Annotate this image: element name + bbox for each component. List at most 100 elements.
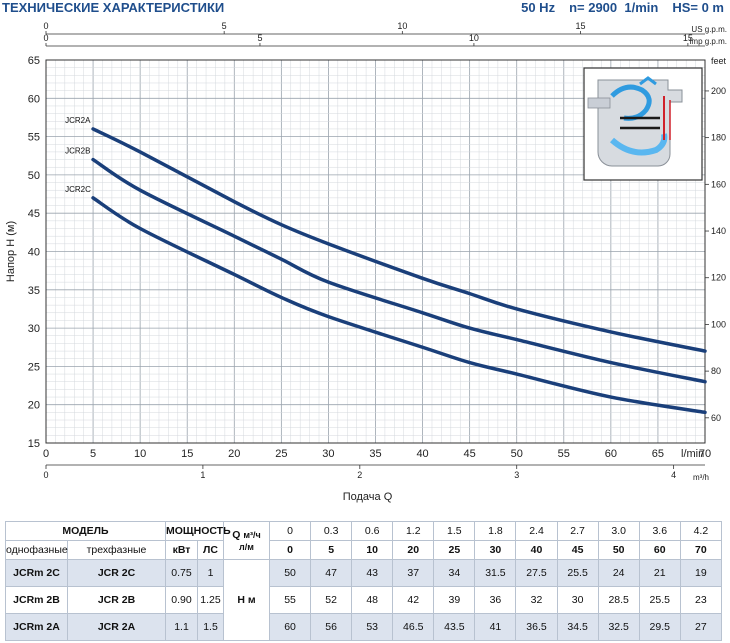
top-tick-label: 15 xyxy=(575,21,585,31)
hp-cell: 1 xyxy=(197,559,224,587)
q-lmin-cell: 5 xyxy=(310,540,353,560)
head-cell: 23 xyxy=(679,586,723,614)
hp-header: ЛС xyxy=(197,540,224,560)
y-axis-title: Напор H (м) xyxy=(5,221,17,282)
y-tick-label: 45 xyxy=(28,208,40,220)
head-cell: 30 xyxy=(556,586,599,614)
y-tick-label: 40 xyxy=(28,247,40,259)
head-cell: 29.5 xyxy=(638,613,681,641)
x-tick-label: 55 xyxy=(558,448,570,460)
head-cell: 43 xyxy=(351,559,394,587)
head-cell: 31.5 xyxy=(474,559,517,587)
head-cell: 27 xyxy=(679,613,723,641)
top-tick-label: 5 xyxy=(222,21,227,31)
head-cell: 32.5 xyxy=(597,613,640,641)
q-lmin-cell: 60 xyxy=(638,540,681,560)
q-header: Q м³/ч л/м xyxy=(223,521,270,560)
q-lmin-cell: 30 xyxy=(474,540,517,560)
q-unit-m3h: м³/ч xyxy=(243,529,261,540)
y-tick-label: 60 xyxy=(28,93,40,105)
head-cell: 21 xyxy=(638,559,681,587)
m3h-tick-label: 3 xyxy=(514,470,519,480)
head-cell: 34.5 xyxy=(556,613,599,641)
head-cell: 37 xyxy=(392,559,435,587)
feet-tick-label: 60 xyxy=(711,413,721,423)
power-header: МОЩНОСТЬ xyxy=(165,521,231,541)
model-three-cell: JCR 2A xyxy=(67,613,166,641)
head-cell: 53 xyxy=(351,613,394,641)
q-m3h-cell: 0.6 xyxy=(351,521,394,541)
table-row: JCRm 2A JCR 2A 1.1 1.5 60 56 53 46.5 43.… xyxy=(5,613,723,641)
single-phase-header: однофазные xyxy=(5,540,68,560)
head-cell: 41 xyxy=(474,613,517,641)
model-single-cell: JCRm 2C xyxy=(5,559,68,587)
table-row: JCRm 2B JCR 2B 0.90 1.25 55 52 48 42 39 … xyxy=(5,586,723,614)
q-lmin-cell: 40 xyxy=(515,540,558,560)
m3h-unit-label: m³/h xyxy=(693,473,709,482)
q-lmin-cell: 45 xyxy=(556,540,599,560)
page-title: ТЕХНИЧЕСКИЕ ХАРАКТЕРИСТИКИ xyxy=(2,0,225,15)
hp-cell: 1.5 xyxy=(197,613,224,641)
y-tick-label: 65 xyxy=(28,55,40,67)
feet-tick-label: 120 xyxy=(711,273,726,283)
m3h-tick-label: 1 xyxy=(200,470,205,480)
y-tick-label: 25 xyxy=(28,361,40,373)
x-tick-label: 35 xyxy=(369,448,381,460)
x-tick-label: 0 xyxy=(43,448,49,460)
feet-unit-label: feet xyxy=(711,56,727,66)
q-unit-lmin: л/м xyxy=(239,541,254,552)
top-unit-label: Imp g.p.m. xyxy=(689,37,727,46)
head-cell: 46.5 xyxy=(392,613,435,641)
kw-cell: 0.90 xyxy=(165,586,198,614)
q-m3h-cell: 2.4 xyxy=(515,521,558,541)
head-cell: 43.5 xyxy=(433,613,476,641)
feet-tick-label: 160 xyxy=(711,179,726,189)
top-tick-label: 10 xyxy=(397,21,407,31)
chart-axes xyxy=(45,31,709,469)
model-three-cell: JCR 2B xyxy=(67,586,166,614)
x-axis-title: Подача Q xyxy=(343,491,393,503)
q-m3h-cell: 0.3 xyxy=(310,521,353,541)
top-tick-label: 0 xyxy=(43,33,48,43)
m3h-tick-label: 0 xyxy=(43,470,48,480)
table-row: JCRm 2C JCR 2C 0.75 1 H м 50 47 43 37 34… xyxy=(5,559,723,641)
feet-tick-label: 200 xyxy=(711,86,726,96)
head-cell: 47 xyxy=(310,559,353,587)
series-line-jcr2c xyxy=(91,196,707,415)
head-cell: 19 xyxy=(679,559,723,587)
series-line-jcr2b xyxy=(91,157,707,384)
y-tick-label: 30 xyxy=(28,323,40,335)
chart-series xyxy=(91,127,707,415)
x-tick-label: 70 xyxy=(699,448,711,460)
top-unit-label: US g.p.m. xyxy=(691,25,727,34)
plot-frame xyxy=(45,59,706,444)
head-cell: 34 xyxy=(433,559,476,587)
head-cell: 52 xyxy=(310,586,353,614)
q-m3h-cell: 3.0 xyxy=(597,521,640,541)
h-unit-header: H м xyxy=(223,559,270,641)
head-cell: 50 xyxy=(268,559,312,587)
q-m3h-cell: 3.6 xyxy=(638,521,681,541)
q-lmin-cell: 50 xyxy=(597,540,640,560)
table-header-row: МОДЕЛЬ МОЩНОСТЬ Q м³/ч л/м 0 0.3 0.6 1.2 … xyxy=(5,521,723,560)
x-tick-label: 30 xyxy=(322,448,334,460)
y-tick-label: 20 xyxy=(28,400,40,412)
head-cell: 27.5 xyxy=(515,559,558,587)
head-cell: 48 xyxy=(351,586,394,614)
series-label-jcr2a: JCR2A xyxy=(65,116,91,125)
feet-tick-label: 80 xyxy=(711,366,721,376)
q-lmin-cell: 10 xyxy=(351,540,394,560)
model-three-cell: JCR 2C xyxy=(67,559,166,587)
q-label: Q xyxy=(232,528,241,541)
q-m3h-cell: 1.2 xyxy=(392,521,435,541)
model-header: МОДЕЛЬ xyxy=(5,521,166,541)
pump-diagram-icon xyxy=(583,67,703,181)
series-label-jcr2c: JCR2C xyxy=(65,185,91,194)
head-cell: 60 xyxy=(268,613,312,641)
operating-conditions: 50 Hz n= 2900 1/min HS= 0 m xyxy=(507,0,724,15)
x-tick-label: 50 xyxy=(511,448,523,460)
x-tick-label: 65 xyxy=(652,448,664,460)
q-lmin-cell: 25 xyxy=(433,540,476,560)
head-cell: 56 xyxy=(310,613,353,641)
